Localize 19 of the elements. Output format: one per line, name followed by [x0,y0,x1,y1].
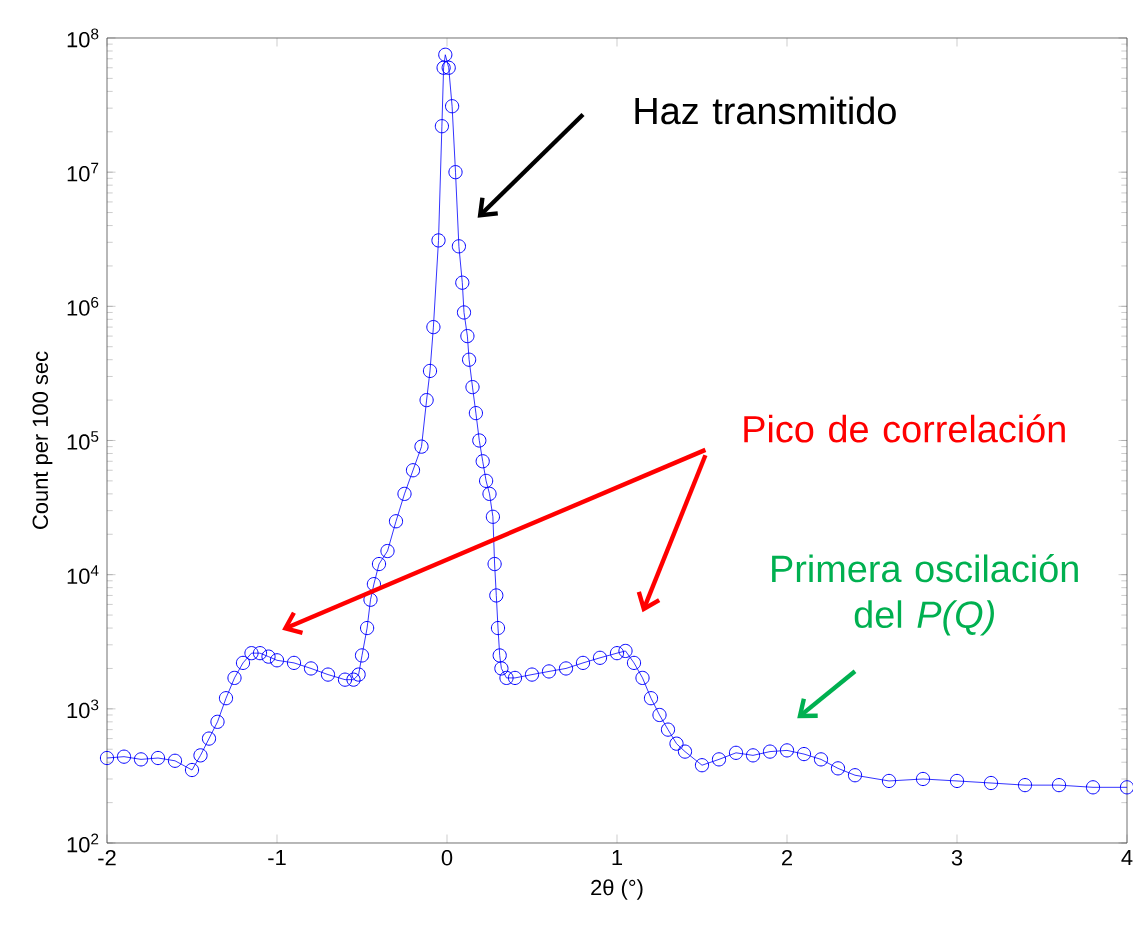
annotation: Pico de correlación [744,414,1065,443]
x-tick-label: 2 [782,850,792,866]
annotation: Primera oscilación del P(Q) [772,554,1078,636]
y-tick-label: 10$^{5}$ [67,431,99,450]
x-tick-label: -1 [268,850,286,866]
x-tick-label: 3 [951,850,963,866]
x-tick-label: 1 [612,850,623,866]
y-tick-label: 10$^{8}$ [67,28,99,48]
x-tick-label: 0 [441,850,453,866]
annotation: Haz transmitido [635,96,896,125]
y-tick-label: 10$^{4}$ [67,565,99,585]
x-axis-title: 2θ (°) [591,879,643,900]
x-tick-label: 4 [1121,850,1133,866]
y-axis-title: Count per 100 sec [32,351,53,529]
x-tick-label: -2 [98,850,116,866]
y-tick-label: 10$^{7}$ [67,162,99,182]
y-tick-label: 10$^{3}$ [67,699,99,719]
y-tick-label: 10$^{6}$ [67,296,99,316]
y-tick-label: 10$^{2}$ [67,833,99,853]
